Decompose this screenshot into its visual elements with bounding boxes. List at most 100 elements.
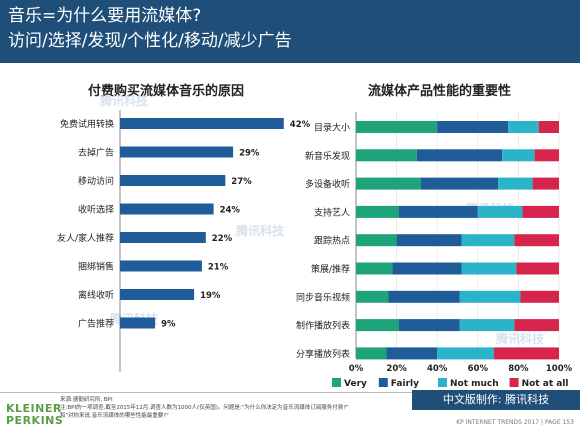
kleiner-perkins-logo: KLEINER PERKINS — [6, 403, 63, 427]
stacked-segment-very — [356, 290, 389, 303]
stacked-segment-not-much — [459, 290, 521, 303]
legend-label-very: Very — [344, 379, 367, 389]
left-bar — [120, 260, 202, 272]
right-category-label: 策展/推荐 — [311, 263, 350, 275]
left-category-label: 友人/家人推荐 — [57, 232, 114, 244]
left-category-label: 广告推荐 — [78, 318, 114, 330]
footer-notes: 来源:德勤研究所, BPI 注:BPI的一项调查,截至2015年12月,调查人数… — [60, 396, 349, 420]
stacked-segment-fairly — [420, 177, 499, 190]
left-category-label: 捆绑销售 — [78, 261, 114, 273]
legend-swatch-not-at-all — [509, 378, 519, 387]
stacked-segment-fairly — [386, 347, 438, 360]
right-category-label: 目录大小 — [314, 122, 350, 134]
legend-label-not-at-all: Not at all — [522, 379, 569, 389]
stacked-segment-fairly — [392, 262, 462, 275]
stacked-segment-fairly — [416, 149, 503, 162]
left-category-label: 离线收听 — [78, 289, 114, 301]
watermark-1: 腾讯科技 — [100, 94, 149, 108]
right-category-label: 支持艺人 — [314, 206, 350, 218]
right-category-label: 制作播放列表 — [296, 320, 350, 332]
stacked-segment-not-much — [508, 121, 539, 133]
left-bar — [120, 118, 284, 129]
logo-line2: PERKINS — [6, 414, 64, 427]
right-x-tick-label: 0% — [349, 364, 364, 374]
stacked-segment-very — [356, 149, 417, 162]
slide-title-line2: 访问/选择/发现/个性化/移动/减少广告 — [8, 31, 292, 51]
stacked-segment-not-much — [502, 149, 535, 162]
right-x-tick-label: 60% — [468, 364, 489, 374]
legend-swatch-very — [332, 378, 341, 387]
stacked-segment-not-at-all — [534, 149, 559, 162]
left-value-label: 21% — [208, 263, 229, 273]
stacked-segment-not-at-all — [516, 262, 559, 275]
left-category-label: 去掉广告 — [78, 147, 114, 159]
watermark-2: 腾讯科技 — [236, 224, 285, 238]
stacked-segment-very — [356, 205, 399, 218]
stacked-segment-not-at-all — [514, 319, 559, 332]
stacked-segment-not-at-all — [532, 177, 559, 190]
stacked-segment-fairly — [396, 234, 462, 247]
stacked-segment-not-at-all — [514, 234, 559, 247]
right-category-label: 同步音乐视频 — [296, 291, 350, 303]
right-x-tick-label: 20% — [386, 364, 407, 374]
right-category-label: 新音乐发现 — [305, 150, 350, 162]
watermark-5: 腾讯科技 — [496, 332, 545, 346]
stacked-segment-not-much — [437, 347, 495, 360]
left-bar — [120, 175, 226, 186]
left-value-label: 29% — [239, 149, 260, 159]
stacked-segment-fairly — [398, 319, 460, 332]
stacked-segment-not-much — [461, 262, 517, 275]
tencent-badge: 中文版制作: 腾讯科技 — [412, 390, 580, 410]
footer-note-line1: 注:BPI的一项调查,截至2015年12月,调查人数为1000人(仅英国)。问题… — [60, 405, 349, 411]
legend-swatch-not-much — [438, 378, 447, 387]
left-bar — [120, 203, 214, 215]
slide-title-line1: 音乐=为什么要用流媒体? — [8, 6, 202, 26]
left-value-label: 42% — [290, 120, 311, 130]
left-value-label: 24% — [220, 206, 241, 216]
left-category-label: 收听选择 — [78, 204, 114, 216]
stacked-segment-not-much — [461, 234, 515, 247]
stacked-segment-not-much — [459, 319, 515, 332]
right-category-label: 分享播放列表 — [296, 348, 350, 360]
stacked-segment-not-at-all — [538, 121, 559, 133]
left-value-label: 22% — [212, 234, 233, 244]
right-category-label: 多设备收听 — [305, 178, 350, 190]
left-category-label: 移动访问 — [78, 175, 114, 187]
header-banner: 音乐=为什么要用流媒体? 访问/选择/发现/个性化/移动/减少广告 — [0, 0, 580, 63]
stacked-segment-fairly — [388, 290, 460, 303]
stacked-segment-not-much — [477, 205, 523, 218]
left-chart-title: 付费购买流媒体音乐的原因 — [88, 84, 245, 99]
stacked-segment-not-at-all — [494, 347, 559, 360]
left-bar — [120, 289, 195, 300]
stacked-segment-very — [356, 177, 421, 190]
left-value-label: 27% — [231, 177, 252, 187]
stacked-segment-not-at-all — [522, 205, 559, 218]
legend-label-not-much: Not much — [450, 379, 499, 389]
legend-label-fairly: Fairly — [391, 379, 419, 389]
footer-source: 来源:德勤研究所, BPI — [60, 397, 113, 403]
stacked-segment-not-much — [498, 177, 533, 190]
left-value-label: 9% — [161, 320, 176, 330]
stacked-segment-very — [356, 234, 397, 247]
stacked-segment-very — [356, 347, 387, 360]
right-category-label: 跟踪热点 — [314, 235, 350, 247]
right-x-tick-label: 80% — [508, 364, 529, 374]
stacked-segment-very — [356, 319, 399, 332]
footer-page-info: KP INTERNET TRENDS 2017 | PAGE 153 — [456, 419, 574, 426]
right-x-tick-label: 40% — [427, 364, 448, 374]
left-bar — [120, 317, 156, 329]
stacked-segment-fairly — [398, 205, 478, 218]
right-chart-title: 流媒体产品性能的重要性 — [368, 84, 512, 99]
stacked-segment-very — [356, 121, 438, 133]
left-bar — [120, 146, 234, 158]
left-category-label: 免费试用转换 — [60, 118, 114, 130]
logo-line1: KLEINER — [6, 402, 62, 415]
left-bar — [120, 232, 206, 243]
left-value-label: 19% — [200, 291, 221, 301]
legend-swatch-fairly — [378, 378, 388, 387]
stacked-segment-fairly — [437, 121, 509, 133]
right-x-tick-label: 100% — [546, 364, 573, 374]
stacked-segment-not-at-all — [520, 290, 559, 303]
footer-note-line2: 和"对你来说,音乐流媒体的哪些性能最重要?" — [60, 413, 169, 419]
